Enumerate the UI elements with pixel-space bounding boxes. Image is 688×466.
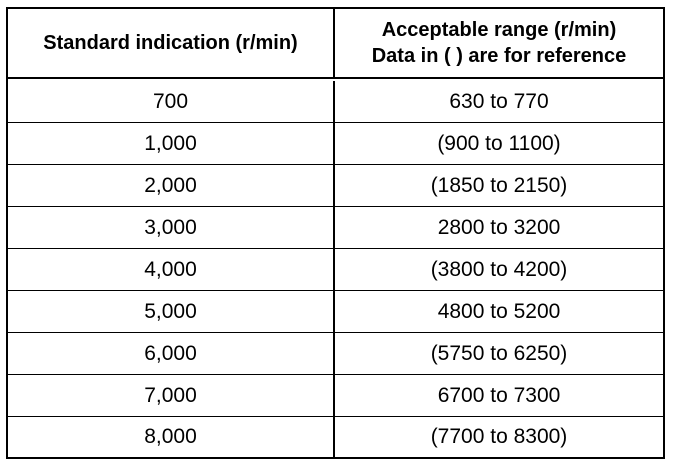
header-acceptable-range: Acceptable range (r/min) Data in ( ) are… — [335, 9, 663, 77]
header-standard-indication: Standard indication (r/min) — [8, 9, 335, 77]
table-row: 1,000 (900 to 1100) — [8, 123, 663, 165]
range-cell: (3800 to 4200) — [430, 257, 568, 281]
table-row: 8,000 (7700 to 8300) — [8, 417, 663, 457]
range-cell: 6700 to 7300 — [437, 383, 561, 407]
standard-cell: 7,000 — [8, 375, 335, 416]
range-cell: 630 to 770 — [449, 89, 549, 113]
range-cell: (5750 to 6250) — [430, 341, 568, 365]
range-cell: 2800 to 3200 — [437, 215, 561, 239]
standard-cell: 4,000 — [8, 249, 335, 290]
table-row: 6,000 (5750 to 6250) — [8, 333, 663, 375]
table-header-row: Standard indication (r/min) Acceptable r… — [8, 9, 663, 79]
range-cell: (7700 to 8300) — [430, 425, 568, 448]
standard-cell: 700 — [8, 81, 335, 122]
table-row: 700 630 to 770 — [8, 81, 663, 123]
table-row: 2,000 (1850 to 2150) — [8, 165, 663, 207]
standard-cell: 1,000 — [8, 123, 335, 164]
header-acceptable-range-line2: Data in ( ) are for reference — [371, 45, 627, 67]
table-row: 7,000 6700 to 7300 — [8, 375, 663, 417]
table-row: 3,000 2800 to 3200 — [8, 207, 663, 249]
standard-cell: 3,000 — [8, 207, 335, 248]
speed-table: Standard indication (r/min) Acceptable r… — [6, 7, 665, 459]
table-row: 5,000 4800 to 5200 — [8, 291, 663, 333]
range-cell: 4800 to 5200 — [437, 299, 561, 323]
range-cell: (900 to 1100) — [437, 131, 561, 155]
standard-cell: 8,000 — [8, 417, 335, 457]
table-row: 4,000 (3800 to 4200) — [8, 249, 663, 291]
standard-cell: 5,000 — [8, 291, 335, 332]
standard-cell: 6,000 — [8, 333, 335, 374]
range-cell: (1850 to 2150) — [430, 173, 568, 197]
header-acceptable-range-line1: Acceptable range (r/min) — [381, 19, 617, 41]
header-standard-indication-label: Standard indication (r/min) — [43, 32, 298, 54]
standard-cell: 2,000 — [8, 165, 335, 206]
